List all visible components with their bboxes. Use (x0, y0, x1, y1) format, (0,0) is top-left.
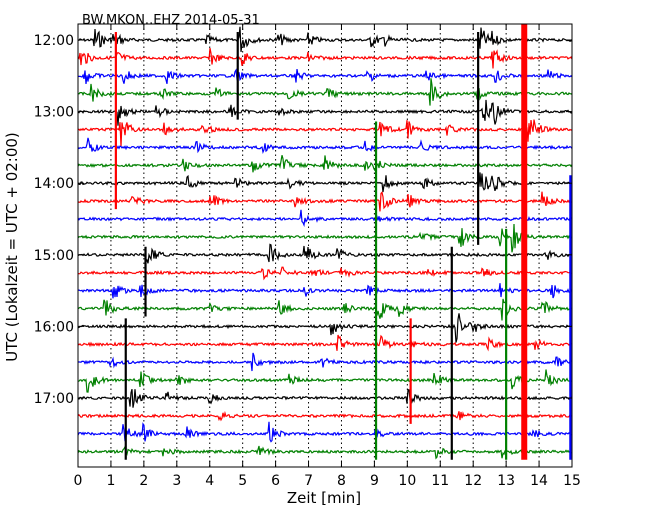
trace-line (77, 410, 573, 422)
x-tick-label: 11 (431, 473, 449, 489)
y-tick-label: 16:00 (34, 319, 74, 335)
trace-line (77, 266, 573, 281)
plot-area-frame (77, 23, 573, 468)
y-tick-label: 15:00 (34, 248, 74, 264)
trace-line (77, 209, 573, 228)
trace-line (77, 155, 573, 173)
trace-line (77, 119, 573, 147)
x-tick-label: 4 (205, 473, 214, 489)
x-tick-label: 8 (337, 473, 346, 489)
x-tick-label: 0 (74, 473, 83, 489)
trace-line (77, 26, 573, 52)
y-tick-label: 12:00 (34, 33, 74, 49)
trace-line (77, 68, 573, 84)
x-tick-label: 14 (530, 473, 548, 489)
x-tick-label: 3 (172, 473, 181, 489)
trace-line (77, 172, 573, 193)
trace-line (77, 283, 573, 299)
y-tick-label: 14:00 (34, 176, 74, 192)
trace-line (77, 445, 573, 460)
x-tick-label: 6 (271, 473, 280, 489)
trace-line (77, 334, 573, 352)
x-tick-label: 9 (370, 473, 379, 489)
trace-line (77, 369, 573, 393)
y-axis-title: UTC (Lokalzeit = UTC + 02:00) (3, 132, 21, 362)
trace-line (77, 47, 573, 69)
trace-line (77, 137, 573, 154)
trace-line (77, 421, 573, 443)
x-tick-label: 1 (106, 473, 115, 489)
trace-line (77, 78, 573, 106)
trace-line (77, 191, 573, 212)
trace-line (77, 388, 573, 408)
y-tick-label: 17:00 (34, 391, 74, 407)
trace-line (77, 243, 573, 264)
axis-ticks: 0 1 2 3 4 5 6 7 8 9 10 11 12 13 14 1512:0013:0014:0015:… (34, 24, 581, 489)
x-tick-label: 15 (563, 473, 581, 489)
trace-line (77, 313, 573, 343)
large-event-spikes (114, 24, 572, 460)
x-tick-label: 2 (139, 473, 148, 489)
y-tick-label: 13:00 (34, 105, 74, 121)
x-tick-label: 7 (304, 473, 313, 489)
trace-line (77, 352, 573, 372)
grid-lines (110, 24, 540, 467)
chart-title: BW.MKON..EHZ 2014-05-31 (82, 13, 260, 28)
x-tick-label: 12 (464, 473, 482, 489)
x-tick-label: 10 (398, 473, 416, 489)
trace-line (77, 298, 573, 321)
x-tick-label: 13 (497, 473, 515, 489)
trace-line (77, 223, 573, 253)
seismic-traces (77, 26, 573, 460)
x-axis-title: Zeit [min] (287, 489, 361, 507)
x-tick-label: 5 (238, 473, 247, 489)
trace-line (77, 99, 573, 126)
